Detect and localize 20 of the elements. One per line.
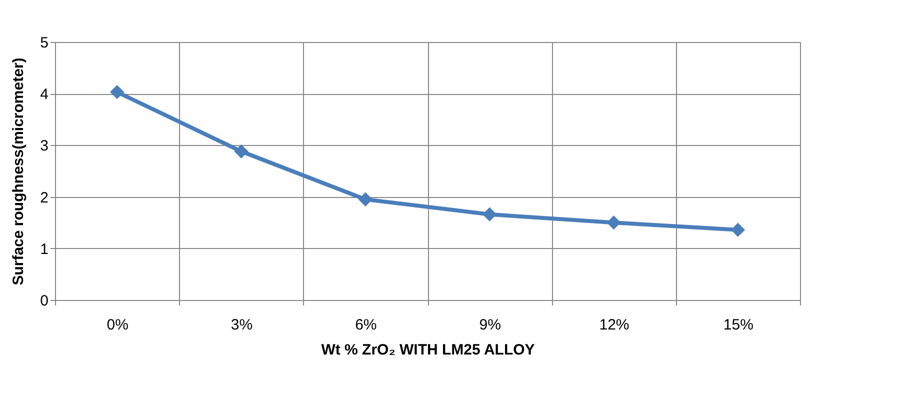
point <box>730 222 745 237</box>
y-axis-title: Surface roughness(micrometer) <box>10 58 28 286</box>
x-tick-label: 6% <box>355 316 377 334</box>
y-tick-label: 1 <box>40 240 48 258</box>
point <box>482 207 497 222</box>
y-tick-label: 4 <box>40 86 48 104</box>
x-tick-label: 12% <box>599 316 630 334</box>
y-tick-label: 2 <box>40 189 48 206</box>
x-tick-label: 15% <box>723 316 754 334</box>
point <box>606 216 621 230</box>
y-tick-label: 3 <box>40 138 48 155</box>
x-tick-label: 0% <box>106 316 128 334</box>
y-tick-label: 5 <box>40 34 48 52</box>
point <box>234 144 248 158</box>
y-tick-label: 0 <box>40 292 48 310</box>
x-tick-label: 9% <box>479 316 501 334</box>
point <box>110 84 124 100</box>
x-tick-label: 3% <box>230 316 253 334</box>
x-axis-title: Wt % ZrO₂ WITH LM25 ALLOY <box>321 342 535 358</box>
point <box>358 192 372 206</box>
